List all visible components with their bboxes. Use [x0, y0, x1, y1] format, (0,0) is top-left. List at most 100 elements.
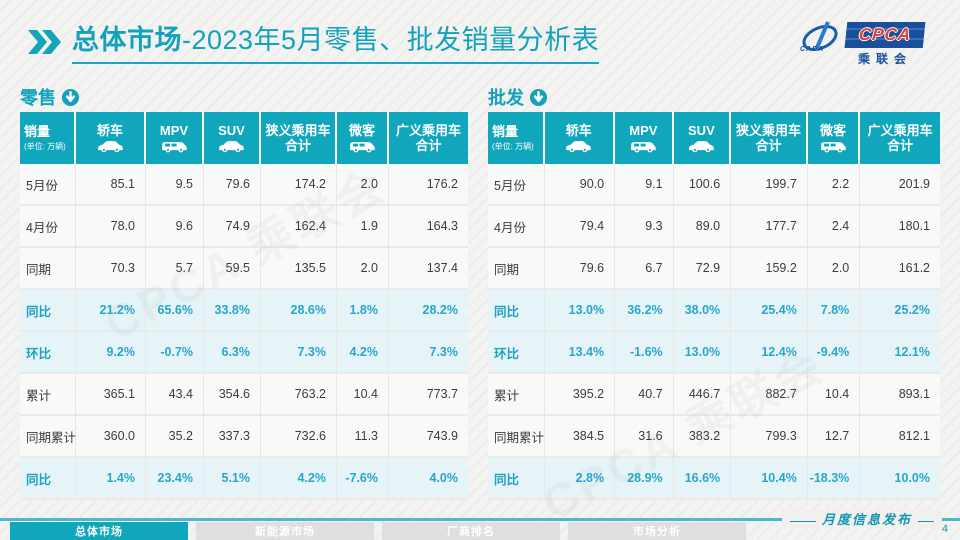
value-cell: 74.9: [204, 206, 261, 248]
mpv-car-icon: [615, 140, 672, 153]
title-row: 总体市场-2023年5月零售、批发销量分析表 CADA CPCA 乘联会: [28, 20, 932, 68]
value-cell: 177.7: [731, 206, 808, 248]
column-header-mpv: MPV: [146, 112, 204, 164]
footer-tab-1[interactable]: 新能源市场: [196, 522, 374, 540]
wholesale-table: 销量 (单位: 万辆) 轿车 MPV SUV 狭义乘用车 合计 微客 广义乘用车 合计 5月份 90.…: [488, 112, 940, 500]
value-cell: 13.0%: [544, 290, 616, 332]
value-cell: 383.2: [673, 416, 732, 458]
sedan-car-icon: [76, 140, 144, 153]
cada-swoosh-icon: [798, 20, 844, 64]
note-dash-left: [789, 520, 816, 522]
table-row-month-apr: 4月份 78.0 9.6 74.9 162.4 1.9 164.3: [20, 206, 468, 248]
value-cell: 1.8%: [337, 290, 389, 332]
value-cell: 2.4: [807, 206, 861, 248]
value-cell: 1.9: [337, 206, 389, 248]
value-cell: 1.4%: [76, 458, 146, 500]
value-cell: 89.0: [673, 206, 732, 248]
value-cell: 9.2%: [76, 332, 146, 374]
circle-down-arrow-icon: [61, 88, 80, 106]
suv-car-icon: [204, 140, 259, 153]
value-cell: 9.5: [146, 164, 204, 206]
value-cell: 354.6: [204, 374, 261, 416]
value-cell: 159.2: [731, 248, 808, 290]
table-header-row: 销量 (单位: 万辆) 轿车 MPV SUV 狭义乘用车 合计 微客 广义乘用车 合计: [488, 112, 940, 164]
value-cell: 4.2%: [337, 332, 389, 374]
value-cell: 201.9: [860, 164, 940, 206]
row-label: 环比: [20, 332, 76, 374]
value-cell: 180.1: [860, 206, 940, 248]
value-cell: -1.6%: [615, 332, 674, 374]
value-cell: 10.4: [807, 374, 861, 416]
note-dash-right: [918, 520, 934, 522]
value-cell: 135.5: [261, 248, 337, 290]
value-cell: 13.4%: [544, 332, 616, 374]
double-chevron-icon: [28, 30, 61, 54]
value-cell: 12.4%: [731, 332, 808, 374]
table-row-cumulative: 累计 365.1 43.4 354.6 763.2 10.4 773.7: [20, 374, 468, 416]
value-cell: 25.2%: [860, 290, 940, 332]
row-label: 环比: [488, 332, 545, 374]
value-cell: 360.0: [76, 416, 146, 458]
row-label: 同期: [20, 248, 76, 290]
column-header-minibus: 微客: [337, 112, 389, 164]
row-label: 累计: [488, 374, 545, 416]
footer-tab-0[interactable]: 总体市场: [10, 522, 188, 540]
value-cell: 6.3%: [204, 332, 261, 374]
value-cell: 36.2%: [615, 290, 674, 332]
value-cell: -9.4%: [807, 332, 861, 374]
value-cell: 59.5: [204, 248, 261, 290]
cada-label: CADA: [800, 46, 825, 53]
table-row-same-period: 同期 79.6 6.7 72.9 159.2 2.0 161.2: [488, 248, 940, 290]
footer-tab-3[interactable]: 市场分析: [568, 522, 746, 540]
value-cell: 6.7: [615, 248, 674, 290]
row-label: 同比: [488, 290, 545, 332]
value-cell: 773.7: [389, 374, 468, 416]
column-header-sedan: 轿车: [544, 112, 616, 164]
sedan-car-icon: [545, 140, 614, 153]
value-cell: 70.3: [76, 248, 146, 290]
cpca-org-name: 乘联会: [857, 52, 912, 66]
value-cell: 395.2: [544, 374, 616, 416]
table-row-month-may: 5月份 90.0 9.1 100.6 199.7 2.2 201.9: [488, 164, 940, 206]
value-cell: 732.6: [261, 416, 337, 458]
column-header-sales: 销量 (单位: 万辆): [20, 112, 76, 164]
value-cell: 31.6: [615, 416, 674, 458]
value-cell: 337.3: [204, 416, 261, 458]
footer-tabs: 总体市场 新能源市场 厂商排名 市场分析: [10, 522, 746, 540]
value-cell: 882.7: [731, 374, 808, 416]
table-row-month-apr: 4月份 79.4 9.3 89.0 177.7 2.4 180.1: [488, 206, 940, 248]
value-cell: 9.6: [146, 206, 204, 248]
page-title-emphasis: 总体市场: [72, 25, 182, 55]
column-header-suv: SUV: [673, 112, 732, 164]
suv-car-icon: [674, 140, 730, 153]
value-cell: 5.1%: [204, 458, 261, 500]
value-cell: 12.1%: [860, 332, 940, 374]
footer-tab-2[interactable]: 厂商排名: [382, 522, 560, 540]
cpca-acronym: CPCA: [857, 25, 913, 44]
table-row-same-period-cumulative: 同期累计 360.0 35.2 337.3 732.6 11.3 743.9: [20, 416, 468, 458]
value-cell: 38.0%: [673, 290, 732, 332]
value-cell: 9.1: [615, 164, 674, 206]
value-cell: 7.8%: [807, 290, 861, 332]
value-cell: 2.0: [337, 164, 389, 206]
table-row-mom: 环比 9.2% -0.7% 6.3% 7.3% 4.2% 7.3%: [20, 332, 468, 374]
value-cell: 176.2: [389, 164, 468, 206]
column-header-sales: 销量 (单位: 万辆): [488, 112, 545, 164]
value-cell: -0.7%: [146, 332, 204, 374]
row-label: 同期累计: [488, 416, 545, 458]
value-cell: 174.2: [261, 164, 337, 206]
value-cell: 893.1: [860, 374, 940, 416]
value-cell: 21.2%: [76, 290, 146, 332]
wholesale-panel-head: 批发: [488, 84, 940, 110]
wholesale-panel: 批发 销量 (单位: 万辆) 轿车 MPV SUV 狭义乘用车 合计 微客 广义乘用车 合计 5月份…: [488, 84, 940, 530]
cpca-badge: CPCA: [844, 22, 926, 48]
value-cell: 79.6: [204, 164, 261, 206]
table-row-cumulative-yoy: 同比 2.8% 28.9% 16.6% 10.4% -18.3% 10.0%: [488, 458, 940, 500]
value-cell: 5.7: [146, 248, 204, 290]
retail-panel-title: 零售: [20, 88, 56, 108]
value-cell: 28.9%: [615, 458, 674, 500]
row-label: 同比: [488, 458, 545, 500]
value-cell: 13.0%: [673, 332, 732, 374]
cpca-logo-box: CPCA 乘联会: [844, 22, 926, 67]
value-cell: 10.0%: [860, 458, 940, 500]
